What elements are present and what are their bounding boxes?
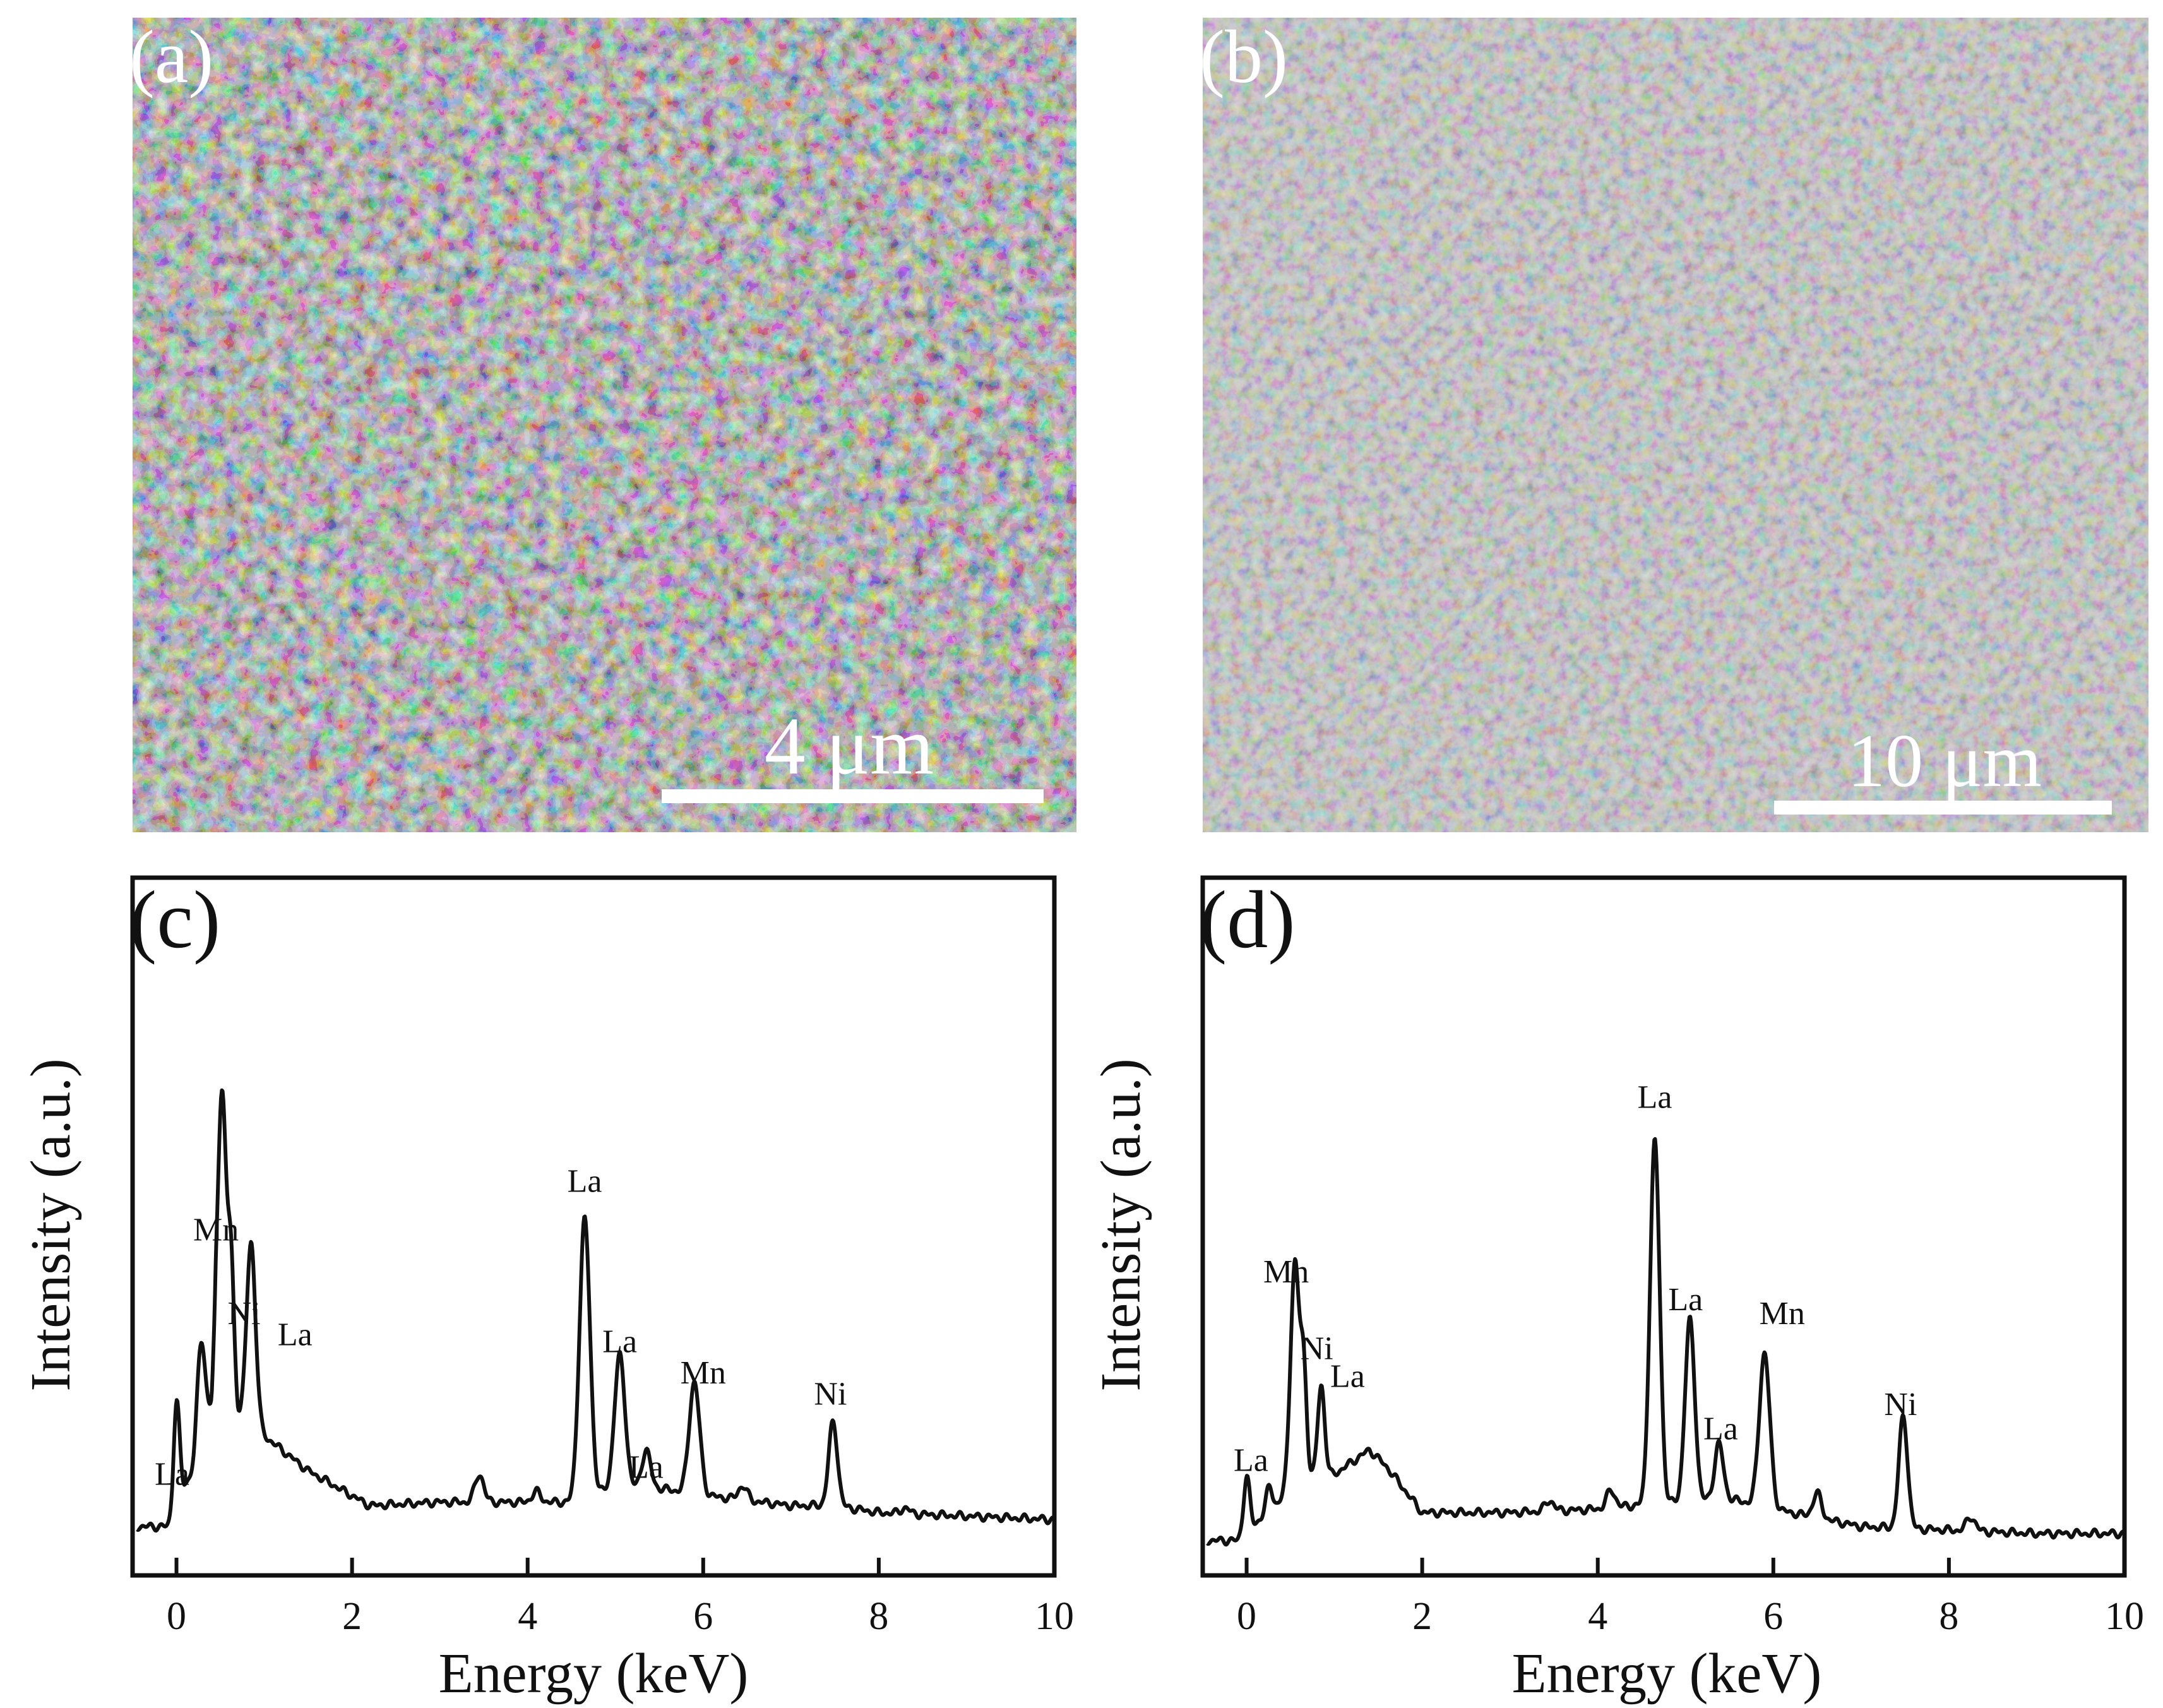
peak-label-c-2: Ni (228, 1296, 261, 1332)
peak-label-d-2: Ni (1301, 1330, 1333, 1366)
peak-label-d-4: La (1638, 1080, 1672, 1116)
spectrum-line-d (1206, 1137, 2126, 1547)
y-axis-label-c: Intensity (a.u.) (20, 1058, 82, 1391)
scale-bar-b (1774, 801, 2112, 815)
eds-chart-d: (d) Intensity (a.u.) Energy (keV) 0 2 4 6 8 1… (1090, 875, 2144, 1705)
peak-label-c-1: Mn (193, 1212, 239, 1248)
peak-label-c-4: La (568, 1163, 602, 1199)
panel-label-c: (c) (129, 875, 220, 965)
panel-label-b: (b) (1200, 15, 1288, 99)
peak-label-d-5: La (1668, 1282, 1703, 1318)
peak-label-d-8: Ni (1884, 1387, 1917, 1423)
x-tick-label-d-5: 10 (2105, 1595, 2144, 1638)
x-tick-label-d-0: 0 (1237, 1595, 1256, 1638)
scale-bar-label-b: 10 μm (1847, 719, 2042, 803)
x-tick-label-d-1: 2 (1412, 1595, 1432, 1638)
panel-label-d: (d) (1200, 875, 1296, 965)
x-tick-label-d-3: 6 (1763, 1595, 1783, 1638)
x-axis-label-c: Energy (keV) (439, 1642, 749, 1705)
scale-bar-a (662, 789, 1044, 803)
panel-label-a: (a) (129, 15, 213, 99)
peak-label-d-3: La (1330, 1359, 1365, 1395)
plot-frame-d (1200, 875, 2127, 1578)
sem-panel-a: (a) 4 μm (129, 15, 1076, 832)
x-tick-label-c-2: 4 (518, 1595, 537, 1638)
spectrum-line-c (136, 1088, 1056, 1533)
scale-bar-label-a: 4 μm (765, 701, 934, 792)
sem-image-b (1203, 18, 2148, 832)
sem-panel-b: (b) 10 μm (1200, 15, 2148, 832)
peak-label-c-5: La (602, 1323, 637, 1359)
peak-label-d-1: Mn (1263, 1254, 1309, 1290)
peak-label-d-0: La (1234, 1442, 1268, 1478)
plot-frame-c (130, 875, 1057, 1578)
y-axis-label-d: Intensity (a.u.) (1090, 1058, 1152, 1391)
peak-label-c-7: Mn (681, 1355, 726, 1391)
x-ticks-d: 0 2 4 6 8 10 (1237, 1558, 2144, 1638)
x-tick-label-d-2: 4 (1588, 1595, 1607, 1638)
eds-chart-c: (c) Intensity (a.u.) Energy (keV) 0 2 4 6 8 1… (20, 875, 1074, 1705)
peak-label-d-6: La (1703, 1411, 1738, 1447)
x-tick-label-c-4: 8 (869, 1595, 888, 1638)
peak-label-d-7: Mn (1760, 1296, 1805, 1332)
x-tick-label-c-1: 2 (342, 1595, 362, 1638)
peak-label-c-3: La (278, 1317, 313, 1353)
peak-labels-c: La Mn Ni La La La La Mn Ni (155, 1163, 847, 1492)
peak-label-c-8: Ni (814, 1376, 847, 1412)
x-ticks-c: 0 2 4 6 8 10 (167, 1558, 1074, 1638)
x-tick-label-c-5: 10 (1035, 1595, 1074, 1638)
peak-label-c-6: La (629, 1449, 664, 1485)
x-tick-label-c-0: 0 (167, 1595, 186, 1638)
x-tick-label-c-3: 6 (693, 1595, 713, 1638)
x-axis-label-d: Energy (keV) (1512, 1642, 1822, 1705)
sem-image-a (133, 18, 1076, 832)
x-tick-label-d-4: 8 (1939, 1595, 1958, 1638)
peak-label-c-0: La (155, 1456, 189, 1492)
